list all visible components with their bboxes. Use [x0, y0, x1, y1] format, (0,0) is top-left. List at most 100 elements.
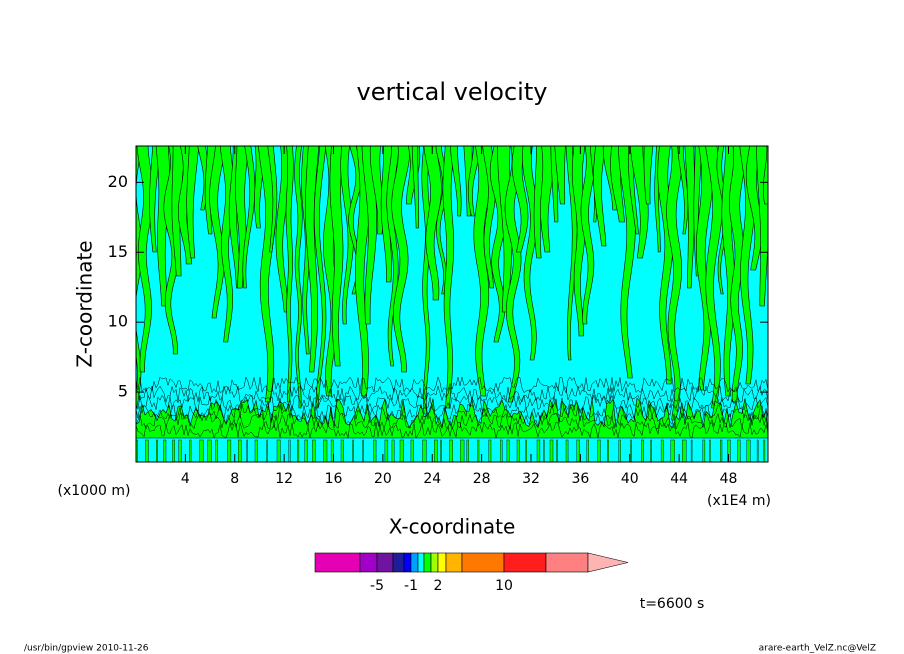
x-unit: (x1E4 m)	[707, 493, 771, 509]
contour-fill	[593, 146, 607, 247]
contour-fill	[145, 439, 149, 462]
contour-fill	[163, 439, 167, 462]
contour-fill	[737, 439, 741, 462]
contour-fill	[690, 439, 693, 462]
contour-line	[136, 376, 768, 394]
y-unit: (x1000 m)	[58, 483, 131, 499]
contour-fill	[391, 146, 411, 373]
contour-line	[136, 385, 768, 403]
contour-fill	[156, 439, 159, 462]
contour-fill	[340, 439, 344, 462]
x-tick-label: 16	[325, 471, 343, 487]
contour-fill	[199, 439, 204, 462]
colorbar-segment	[376, 552, 394, 573]
contour-fill	[294, 146, 303, 409]
contour-fill	[630, 439, 632, 462]
x-tick-label: 32	[522, 471, 540, 487]
colorbar-tick-label: 2	[434, 578, 443, 594]
contour-fill	[362, 439, 364, 462]
x-tick-label: 48	[720, 471, 738, 487]
contour-line	[136, 394, 768, 412]
colorbar-tick-label: -5	[370, 578, 384, 594]
contour-fill	[237, 439, 242, 462]
contour-fill	[423, 146, 442, 301]
colorbar-extension	[587, 552, 629, 573]
contour-fill	[285, 146, 294, 403]
contour-fill	[442, 146, 455, 409]
contour-fill	[618, 439, 621, 462]
contour-fill	[477, 439, 480, 462]
contour-fill	[745, 146, 763, 271]
colorbar-segment	[445, 552, 463, 573]
contour-fill	[323, 439, 328, 462]
contour-fill	[576, 439, 580, 462]
colorbar-segment	[461, 552, 505, 573]
colorbar-segment	[314, 552, 361, 573]
y-tick-label: 15	[108, 242, 128, 261]
contour-fill	[267, 146, 278, 253]
contour-fill	[410, 439, 414, 462]
y-tick-label: 5	[118, 382, 128, 401]
contour-fill	[189, 439, 192, 462]
contour-fill	[504, 146, 523, 403]
plot-frame	[135, 145, 769, 463]
x-tick-label: 8	[230, 471, 239, 487]
contour-fill	[607, 439, 609, 462]
colorbar-segment	[359, 552, 378, 573]
contour-fill	[340, 146, 354, 325]
x-tick-label: 20	[374, 471, 392, 487]
colorbar-segment	[417, 552, 425, 573]
x-tick-label: 36	[571, 471, 589, 487]
colorbar-segment	[423, 552, 432, 573]
x-tick-label: 28	[473, 471, 491, 487]
contour-fill	[506, 439, 510, 462]
contour-fill	[266, 439, 268, 462]
contour-fill	[500, 439, 503, 462]
contour-fill	[411, 146, 419, 229]
contour-fill	[549, 439, 554, 462]
contour-fill	[450, 146, 462, 217]
contour-line	[136, 421, 768, 439]
colorbar-segment	[403, 552, 412, 573]
contour-fill	[136, 397, 768, 439]
contour-fill	[207, 439, 212, 462]
contour-fill	[449, 439, 453, 462]
colorbar-segment	[392, 552, 405, 573]
x-tick-label: 4	[181, 471, 190, 487]
contour-fill	[488, 439, 492, 462]
contour-fill	[460, 439, 465, 462]
contour-fill	[149, 146, 161, 253]
contour-fill	[682, 439, 687, 462]
contour-fill	[727, 439, 731, 462]
contour-fill	[186, 146, 200, 259]
contour-fill	[756, 439, 759, 462]
colorbar-segment	[545, 552, 589, 573]
contour-line	[136, 403, 768, 421]
x-tick-label: 40	[621, 471, 639, 487]
contour-fill	[554, 146, 566, 205]
x-tick-label: 44	[670, 471, 688, 487]
colorbar-segment	[410, 552, 419, 573]
contour-fill	[304, 439, 308, 462]
contour-fill	[720, 439, 723, 462]
contour-fill	[702, 439, 706, 462]
y-axis-label: Z-coordinate	[73, 240, 97, 367]
colorbar-segment	[503, 552, 547, 573]
contour-fill	[728, 146, 746, 403]
contour-fill	[511, 146, 529, 253]
contour-fill	[746, 439, 751, 462]
contour-fill	[695, 146, 714, 391]
contour-fill	[586, 439, 589, 462]
contour-fill	[288, 439, 291, 462]
contour-fill	[297, 439, 300, 462]
chart-title: vertical velocity	[357, 78, 548, 106]
contour-fill	[209, 146, 226, 319]
contour-fill	[178, 439, 182, 462]
y-tick-label: 10	[108, 312, 128, 331]
contour-line	[136, 412, 768, 430]
contour-fill	[536, 439, 541, 462]
contour-fill	[565, 439, 569, 462]
y-tick-label: 20	[108, 172, 128, 191]
x-tick-label: 12	[275, 471, 293, 487]
